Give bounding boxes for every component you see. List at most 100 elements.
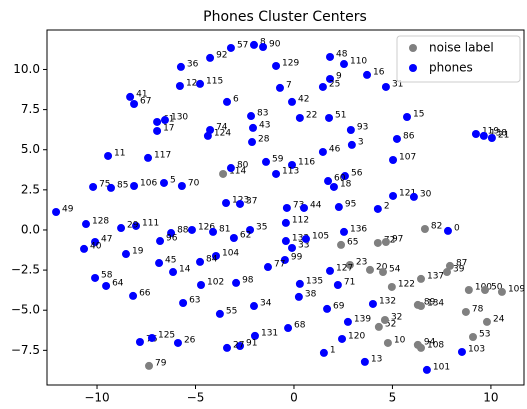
point-label: 68 bbox=[294, 321, 306, 331]
point-label: 36 bbox=[187, 59, 199, 69]
x-tick-label: 5 bbox=[389, 391, 397, 405]
point-label: 48 bbox=[336, 49, 348, 59]
point-label: 55 bbox=[226, 306, 237, 316]
point bbox=[287, 243, 296, 252]
legend: noise label phones bbox=[396, 35, 521, 83]
point bbox=[471, 129, 480, 138]
point-label: 115 bbox=[206, 76, 223, 86]
point bbox=[287, 160, 296, 169]
point-label: 63 bbox=[189, 295, 200, 305]
point-label: 133 bbox=[292, 234, 309, 244]
point-label: 112 bbox=[292, 215, 309, 225]
point-label: 35 bbox=[256, 222, 267, 232]
point bbox=[287, 97, 296, 106]
point-label: 38 bbox=[305, 289, 317, 299]
point-label: 98 bbox=[242, 275, 254, 285]
x-tick-label: 0 bbox=[290, 391, 298, 405]
point-label: 14 bbox=[179, 265, 191, 275]
point-label: 21 bbox=[498, 131, 509, 141]
point-label: 45 bbox=[165, 256, 176, 266]
point-label: 59 bbox=[272, 154, 284, 164]
point bbox=[442, 268, 451, 277]
point bbox=[91, 273, 100, 282]
point-label: 130 bbox=[171, 113, 188, 123]
y-tick-label: −2.5 bbox=[11, 263, 40, 277]
y-tick-label: 5.0 bbox=[21, 142, 40, 156]
point bbox=[211, 251, 220, 260]
point-label: 24 bbox=[493, 314, 505, 324]
point-label: 81 bbox=[219, 224, 230, 234]
point bbox=[294, 292, 303, 301]
point bbox=[226, 43, 235, 52]
point bbox=[223, 97, 232, 106]
point bbox=[416, 302, 425, 311]
legend-marker bbox=[409, 64, 417, 72]
point-label: 95 bbox=[345, 200, 356, 210]
point-label: 132 bbox=[379, 296, 396, 306]
point bbox=[416, 274, 425, 283]
point-label: 17 bbox=[163, 123, 174, 133]
point bbox=[262, 157, 271, 166]
point bbox=[339, 60, 348, 69]
point bbox=[374, 322, 383, 331]
point-label: 119 bbox=[482, 126, 499, 136]
point-label: 105 bbox=[312, 231, 329, 241]
point-label: 94 bbox=[424, 337, 436, 347]
point-label: 116 bbox=[298, 157, 315, 167]
point-label: 97 bbox=[392, 235, 403, 245]
point-label: 26 bbox=[184, 335, 196, 345]
point bbox=[323, 304, 332, 313]
point-label: 80 bbox=[237, 161, 249, 171]
point bbox=[373, 204, 382, 213]
point bbox=[479, 131, 488, 140]
point-label: 87 bbox=[456, 258, 467, 268]
x-tick-label: −5 bbox=[187, 391, 205, 405]
point bbox=[272, 61, 281, 70]
point-label: 96 bbox=[166, 234, 178, 244]
point bbox=[383, 338, 392, 347]
point-label: 10 bbox=[394, 335, 406, 345]
point-label: 136 bbox=[350, 224, 367, 234]
point bbox=[403, 112, 412, 121]
legend-marker bbox=[409, 44, 417, 52]
point bbox=[413, 340, 422, 349]
point-label: 84 bbox=[206, 254, 218, 264]
point bbox=[130, 99, 139, 108]
point bbox=[373, 238, 382, 247]
point-label: 47 bbox=[101, 235, 112, 245]
y-tick-label: −5.0 bbox=[11, 303, 40, 317]
point-label: 65 bbox=[347, 237, 358, 247]
point-label: 31 bbox=[392, 79, 403, 89]
point bbox=[381, 238, 390, 247]
point-label: 86 bbox=[403, 131, 415, 141]
point-label: 134 bbox=[427, 299, 444, 309]
point bbox=[363, 70, 372, 79]
point-label: 67 bbox=[140, 96, 151, 106]
point bbox=[209, 227, 218, 236]
point bbox=[117, 224, 126, 233]
point-label: 29 bbox=[127, 221, 139, 231]
point bbox=[153, 117, 162, 126]
point bbox=[196, 79, 205, 88]
point bbox=[89, 182, 98, 191]
point bbox=[249, 302, 258, 311]
point bbox=[250, 331, 259, 340]
point-label: 111 bbox=[142, 218, 159, 228]
point bbox=[145, 361, 154, 370]
point-label: 79 bbox=[155, 358, 167, 368]
point-label: 138 bbox=[490, 128, 507, 138]
point bbox=[236, 199, 245, 208]
point-label: 9 bbox=[336, 71, 342, 81]
point bbox=[360, 357, 369, 366]
point bbox=[326, 266, 335, 275]
point-label: 106 bbox=[140, 178, 157, 188]
point bbox=[318, 147, 327, 156]
point-label: 28 bbox=[258, 135, 270, 145]
point-label: 109 bbox=[508, 284, 525, 294]
point bbox=[219, 169, 228, 178]
plot-area: 1148265729723205412213787391005010989134… bbox=[52, 37, 525, 374]
point bbox=[144, 153, 153, 162]
point bbox=[326, 52, 335, 61]
point-label: 13 bbox=[371, 354, 382, 364]
